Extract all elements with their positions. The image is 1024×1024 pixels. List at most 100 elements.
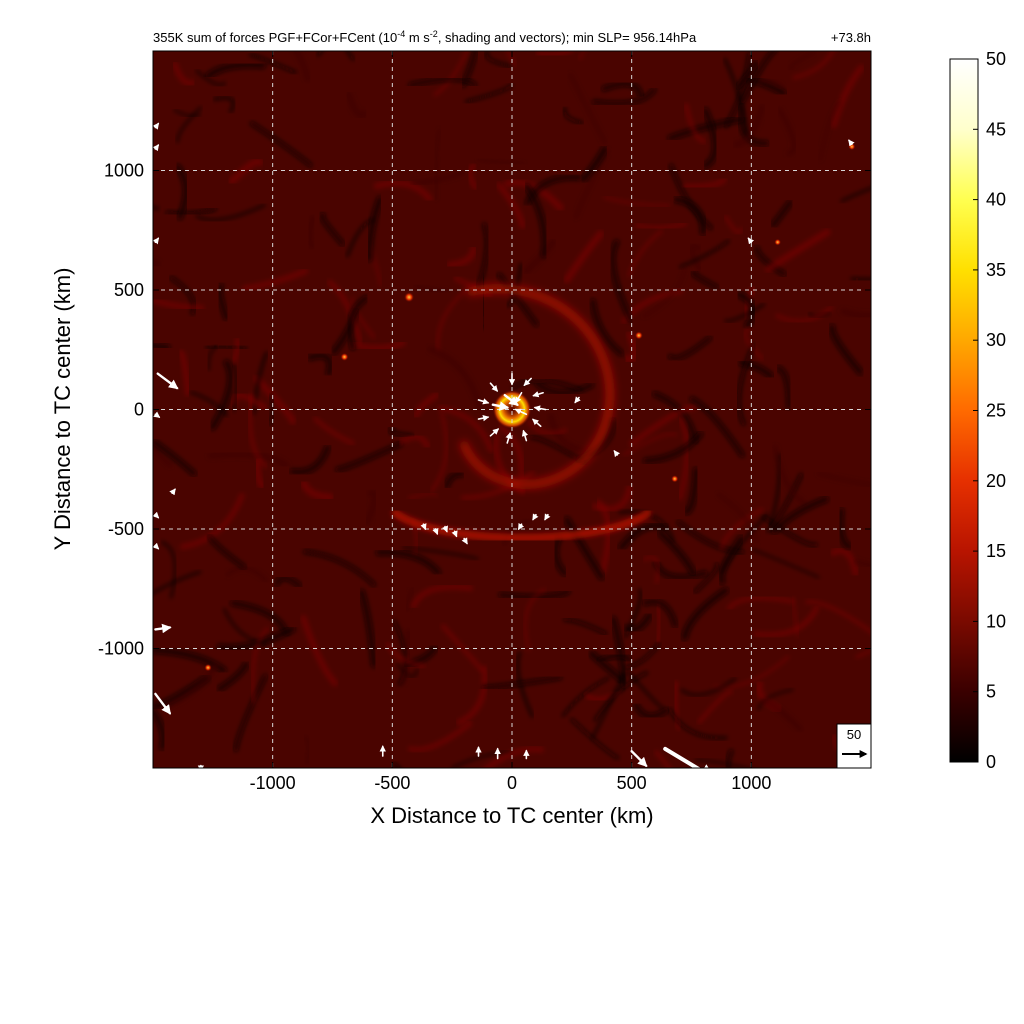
title-units-exponent: -2 (430, 29, 438, 39)
texture-light-streak (399, 434, 431, 449)
eyewall-ring (492, 390, 532, 429)
texture-dark-streak (153, 647, 227, 674)
force-vector (153, 542, 160, 550)
texture-light-streak (172, 61, 196, 86)
texture-light-streak (497, 424, 525, 478)
texture-light-streak (461, 470, 535, 500)
spiral-band-outer (459, 284, 615, 489)
texture-dark-streak (738, 104, 770, 146)
force-vector (514, 408, 528, 416)
texture-dark-streak (642, 431, 704, 464)
texture-dark-streak (570, 717, 620, 760)
force-vector (156, 372, 179, 390)
texture-dark-streak (335, 441, 404, 473)
texture-light-streak (225, 565, 269, 583)
texture-dark-streak (316, 51, 324, 57)
texture-light-streak (563, 230, 604, 284)
texture-light-streak (433, 51, 469, 96)
hotspot (204, 663, 212, 672)
hotspot (404, 292, 415, 303)
texture-light-streak (313, 416, 355, 446)
texture-dark-streak (702, 107, 719, 169)
texture-light-streak (855, 648, 871, 659)
colorbar-tick-label: 10 (986, 611, 1006, 631)
texture-light-streak (592, 484, 633, 513)
plot-area (153, 51, 871, 768)
texture-light-streak (177, 349, 192, 397)
texture-light-streak (627, 229, 663, 277)
texture-light-streak (642, 265, 687, 318)
hotspot (634, 331, 643, 340)
texture-dark-streak (689, 396, 745, 458)
x-tick-label: -1000 (250, 773, 296, 793)
texture-light-streak (242, 268, 309, 292)
texture-dark-streak (592, 87, 657, 106)
texture-dark-streak (609, 239, 634, 323)
texture-dark-streak (681, 587, 729, 641)
hotspot (671, 475, 679, 483)
texture-light-streak (732, 104, 766, 148)
x-tick-label: -500 (374, 773, 410, 793)
texture-dark-streak (223, 607, 268, 646)
force-vector (154, 692, 171, 715)
texture-dark-streak (195, 69, 227, 87)
texture-light-streak (574, 148, 611, 219)
texture-dark-streak (693, 562, 719, 594)
title-rest: , shading and vectors); min SLP= 956.14h… (438, 30, 697, 45)
texture-light-streak (506, 51, 517, 67)
texture-light-streak (720, 508, 764, 550)
texture-dark-streak (481, 675, 563, 690)
texture-light-streak (526, 419, 567, 436)
force-vector (613, 450, 621, 458)
force-vector (663, 746, 716, 768)
texture-dark-streak (396, 663, 419, 678)
texture-light-streak (805, 600, 871, 634)
texture-dark-streak (205, 61, 266, 79)
texture-dark-streak (475, 222, 490, 292)
texture-dark-streak (601, 81, 644, 98)
texture-dark-streak (307, 352, 334, 377)
texture-light-streak (578, 51, 585, 60)
texture-dark-streak (770, 199, 794, 228)
texture-light-streak (306, 214, 317, 250)
x-axis-ticks: -1000 -500 0 500 1000 (250, 51, 771, 793)
texture-light-streak (413, 283, 450, 295)
colorbar-tick-label: 0 (986, 752, 996, 772)
texture-light-streak (410, 584, 473, 609)
texture-dark-streak (618, 522, 668, 551)
texture-light-streak (436, 287, 469, 352)
texture-dark-streak (173, 108, 201, 118)
title-exponent: -4 (397, 29, 405, 39)
texture-dark-streak (153, 439, 197, 477)
force-vector (154, 623, 172, 634)
force-vector (505, 432, 512, 444)
texture-light-streak (682, 176, 727, 190)
texture-light-streak (523, 238, 557, 275)
chart-title: 355K sum of forces PGF+FCor+FCent (10-4 … (153, 29, 697, 45)
force-vector (532, 513, 539, 521)
texture-dark-streak (233, 674, 268, 752)
texture-dark-streak (563, 516, 605, 581)
texture-light-streak (744, 327, 764, 360)
force-vector (461, 537, 468, 545)
texture-light-streak (603, 196, 670, 207)
hotspot (774, 238, 781, 246)
texture-dark-streak (694, 758, 749, 768)
texture-dark-streak (249, 121, 313, 168)
texture-dark-streak (481, 273, 486, 330)
texture-dark-streak (216, 625, 296, 652)
texture-light-streak (248, 393, 268, 468)
texture-dark-streak (212, 96, 235, 114)
colorbar-tick-label: 5 (986, 682, 996, 702)
texture-light-streak (496, 182, 526, 229)
texture-light-streak (407, 721, 473, 753)
texture-light-streak (441, 624, 484, 672)
texture-dark-streak (176, 106, 202, 144)
force-vector (532, 391, 544, 398)
colorbar-tick-label: 25 (986, 401, 1006, 421)
texture-dark-streak (618, 510, 675, 543)
texture-dark-streak (667, 335, 713, 361)
texture-light-streak (413, 392, 440, 419)
hotspot (340, 352, 349, 361)
